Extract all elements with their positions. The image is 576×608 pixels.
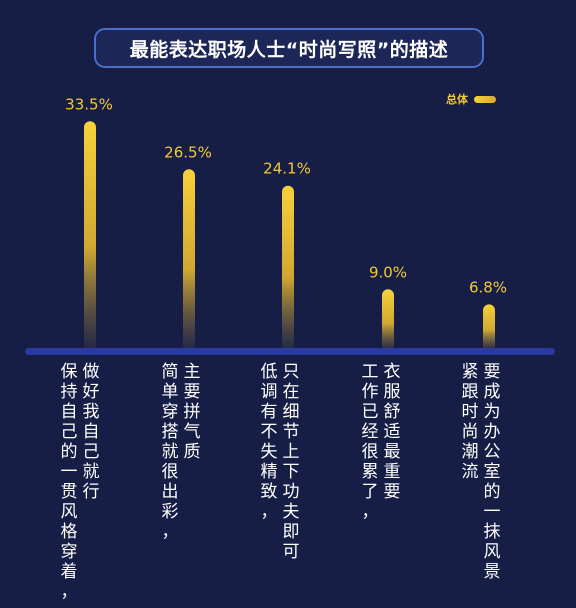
- x-axis-baseline: [25, 348, 555, 355]
- legend-label: 总体: [446, 93, 468, 106]
- category-label-5-line-1: 要成为办公室的一抹风景: [483, 362, 501, 582]
- value-label-1: 33.5%: [65, 95, 113, 113]
- value-label-5: 6.8%: [469, 278, 507, 296]
- legend-swatch: [474, 95, 496, 103]
- category-label-5-line-2: 紧跟时尚潮流: [461, 362, 479, 482]
- bar-2: [183, 169, 195, 351]
- legend: 总体: [446, 92, 496, 106]
- bar-4: [382, 289, 394, 351]
- category-label-4-line-1: 衣服舒适最重要: [383, 362, 401, 502]
- category-label-1-line-2: 保持自己的一贯风格穿着，: [60, 362, 78, 602]
- value-label-3: 24.1%: [263, 160, 311, 178]
- bar-3: [282, 185, 294, 351]
- category-label-3-line-1: 只在细节上下功夫即可: [282, 362, 300, 562]
- category-label-2: 主要拼气质简单穿搭就很出彩，: [160, 362, 202, 542]
- bar-1: [84, 121, 96, 352]
- category-label-3-line-2: 低调有不失精致，: [260, 362, 278, 522]
- category-label-4-line-2: 工作已经很累了，: [361, 362, 379, 522]
- category-label-4: 衣服舒适最重要工作已经很累了，: [360, 362, 402, 522]
- category-label-2-line-2: 简单穿搭就很出彩，: [161, 362, 179, 542]
- category-label-1: 做好我自己就行保持自己的一贯风格穿着，: [59, 362, 101, 602]
- category-label-2-line-1: 主要拼气质: [183, 362, 201, 462]
- bar-5: [483, 304, 495, 351]
- value-label-4: 9.0%: [369, 263, 407, 281]
- category-label-1-line-1: 做好我自己就行: [82, 362, 100, 502]
- category-label-5: 要成为办公室的一抹风景紧跟时尚潮流: [460, 362, 502, 582]
- value-label-2: 26.5%: [164, 143, 212, 161]
- category-label-3: 只在细节上下功夫即可低调有不失精致，: [259, 362, 301, 562]
- chart-title: 最能表达职场人士“时尚写照”的描述: [94, 28, 484, 68]
